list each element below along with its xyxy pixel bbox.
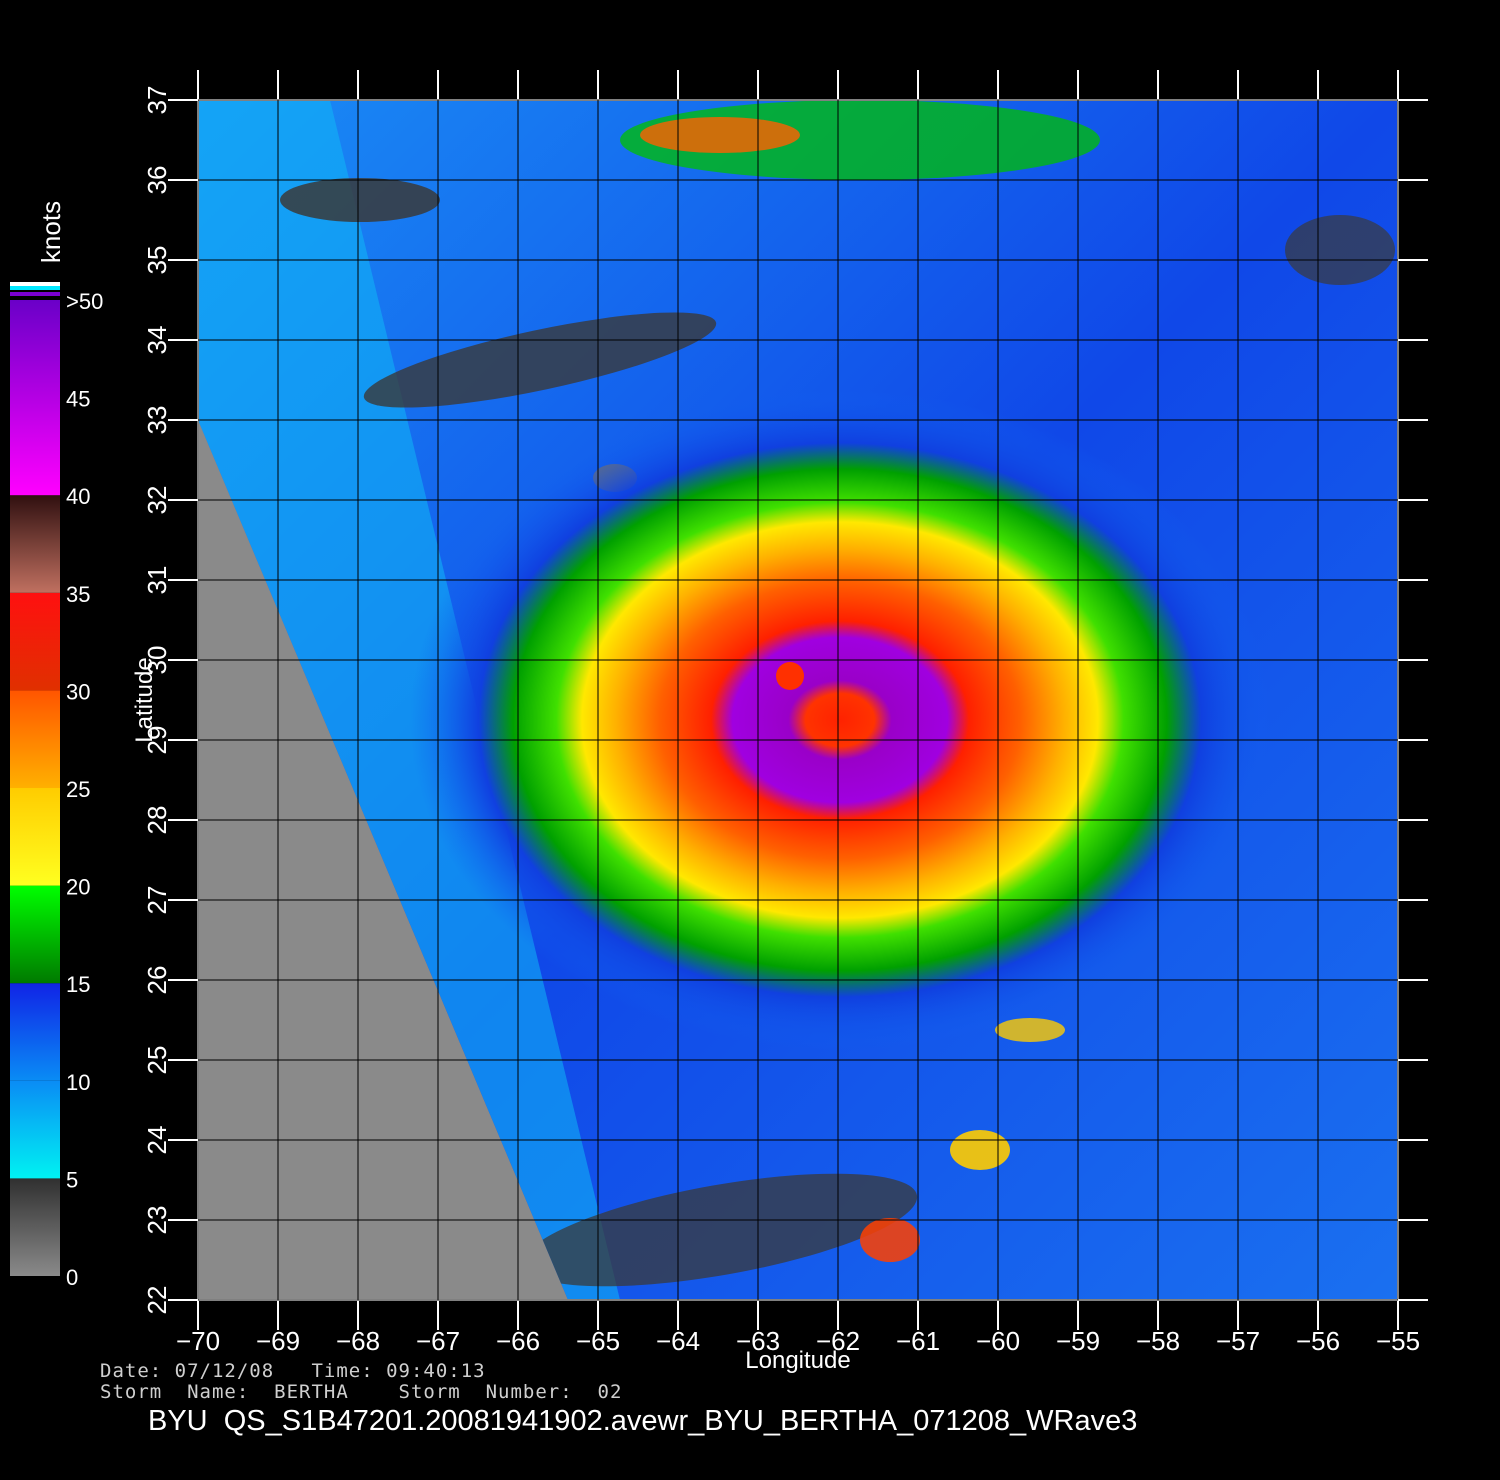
- y-tick-label: 37: [142, 86, 172, 115]
- y-tick-label: 32: [142, 486, 172, 515]
- y-axis-label: Latitude: [131, 657, 158, 742]
- colorbar-label: 25: [66, 777, 90, 802]
- x-tick-label: −67: [416, 1326, 460, 1356]
- colorbar-label: 5: [66, 1167, 78, 1192]
- y-tick-label: 22: [142, 1286, 172, 1315]
- x-tick-label: −65: [576, 1326, 620, 1356]
- storm-eye: [776, 662, 804, 690]
- colorbar-band: [10, 495, 60, 593]
- y-tick-label: 25: [142, 1046, 172, 1075]
- y-tick-label: 35: [142, 246, 172, 275]
- y-tick-label: 27: [142, 886, 172, 915]
- colorbar-label: 35: [66, 582, 90, 607]
- x-tick-label: −57: [1216, 1326, 1260, 1356]
- colorbar-band: [10, 300, 60, 496]
- x-tick-label: −60: [976, 1326, 1020, 1356]
- x-tick-label: −58: [1136, 1326, 1180, 1356]
- y-tick-label: 24: [142, 1126, 172, 1155]
- y-tick-label: 30: [142, 646, 172, 675]
- y-tick-label: 23: [142, 1206, 172, 1235]
- colorbar-band: [10, 1080, 60, 1179]
- colorbar-band: [10, 592, 60, 691]
- x-tick-label: −62: [816, 1326, 860, 1356]
- y-tick-label: 36: [142, 166, 172, 195]
- colorbar-label: 20: [66, 875, 90, 900]
- x-tick-label: −63: [736, 1326, 780, 1356]
- storm-info-line: Storm Name: BERTHA Storm Number: 02: [100, 1381, 623, 1403]
- colorbar-overflow-stripe: [10, 282, 60, 286]
- colorbar-label: 40: [66, 484, 90, 509]
- x-tick-labels: −70 −69 −68 −67 −66 −65 −64 −63 −62 −61 −60 −59 −58 −…: [176, 1326, 1420, 1356]
- colorbar-title: knots: [36, 201, 66, 263]
- colorbar-label: 45: [66, 387, 90, 412]
- colorbar-band: [10, 1178, 60, 1276]
- y-tick-labels: 22 23 24 25 26 27 28 29 30 31 32 33 34 35 36 37: [142, 86, 172, 1315]
- y-tick-label: 34: [142, 326, 172, 355]
- x-axis-label: Longitude: [745, 1347, 850, 1374]
- x-tick-label: −55: [1376, 1326, 1420, 1356]
- x-tick-label: −59: [1056, 1326, 1100, 1356]
- x-tick-label: −64: [656, 1326, 700, 1356]
- x-tick-label: −66: [496, 1326, 540, 1356]
- y-tick-label: 31: [142, 566, 172, 595]
- lat-lon-grid: [168, 70, 1428, 1330]
- x-tick-label: −69: [256, 1326, 300, 1356]
- colorbar-band: [10, 788, 60, 886]
- y-tick-label: 33: [142, 406, 172, 435]
- x-tick-label: −68: [336, 1326, 380, 1356]
- colorbar-band: [10, 983, 60, 1081]
- colorbar-label: 0: [66, 1265, 78, 1290]
- y-tick-label: 29: [142, 726, 172, 755]
- colorbar-label: 15: [66, 972, 90, 997]
- colorbar-band: [10, 690, 60, 788]
- colorbar-band: [10, 885, 60, 984]
- y-tick-label: 26: [142, 966, 172, 995]
- y-tick-label: 28: [142, 806, 172, 835]
- date-time-line: Date: 07/12/08 Time: 09:40:13: [100, 1360, 486, 1382]
- x-tick-label: −61: [896, 1326, 940, 1356]
- x-tick-label: −70: [176, 1326, 220, 1356]
- colorbar-overflow-stripe: [10, 292, 60, 296]
- colorbar-overflow-stripe: [10, 286, 60, 290]
- colorbar: >50 45 40 35 30 25 20 15 10 5 0: [10, 282, 103, 1290]
- colorbar-label: 10: [66, 1070, 90, 1095]
- colorbar-label: 30: [66, 679, 90, 704]
- x-tick-label: −56: [1296, 1326, 1340, 1356]
- product-filename: BYU QS_S1B47201.20081941902.avewr_BYU_BE…: [148, 1405, 1138, 1437]
- colorbar-label: >50: [66, 289, 103, 314]
